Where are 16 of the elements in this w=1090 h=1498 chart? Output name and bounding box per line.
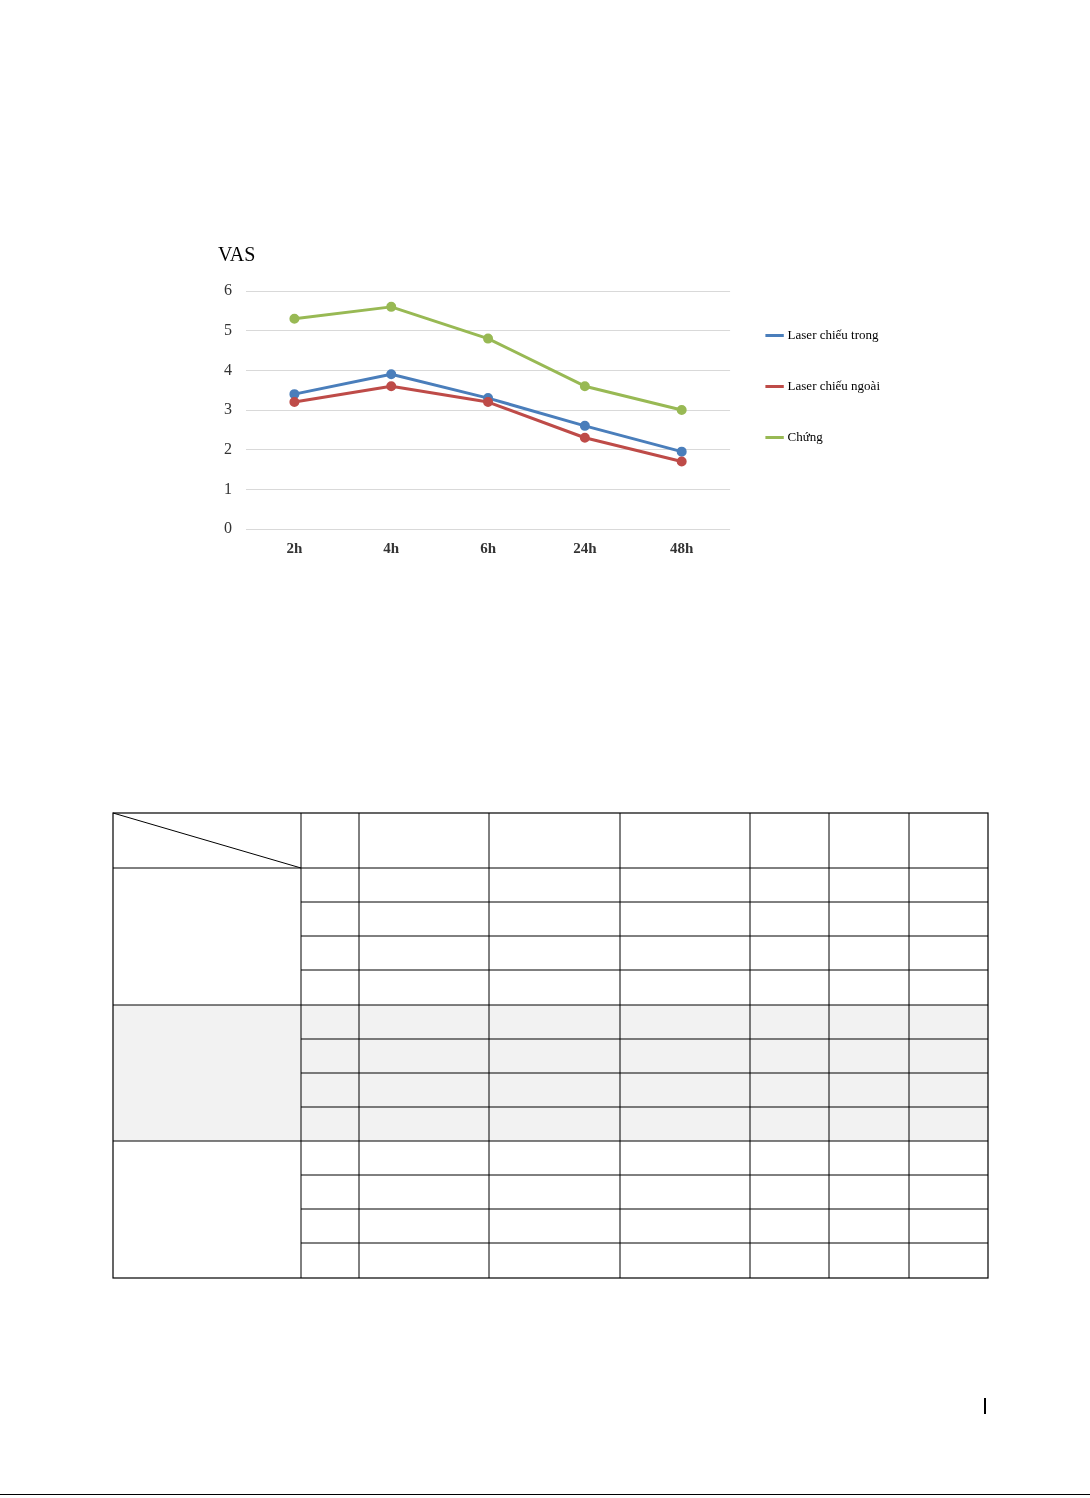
y-tick-label: 0 (224, 519, 232, 537)
y-tick-label: 4 (224, 360, 232, 378)
y-tick-label: 2 (224, 439, 232, 457)
x-tick-label: 2h (286, 539, 303, 556)
x-tick-label: 24h (573, 539, 598, 556)
x-tick-label: 4h (383, 539, 400, 556)
y-tick-label: 1 (224, 479, 232, 497)
x-tick-label: 6h (480, 539, 497, 556)
x-tick-label: 48h (670, 539, 695, 556)
legend-label: Chứng (787, 428, 824, 444)
legend-label: Laser chiếu trong (787, 326, 880, 342)
y-tick-label: 6 (224, 281, 232, 299)
y-axis-title: VAS (218, 243, 256, 266)
y-tick-label: 5 (224, 320, 232, 338)
legend-label: Laser chiếu ngoài (787, 377, 881, 393)
y-tick-label: 3 (224, 400, 232, 418)
